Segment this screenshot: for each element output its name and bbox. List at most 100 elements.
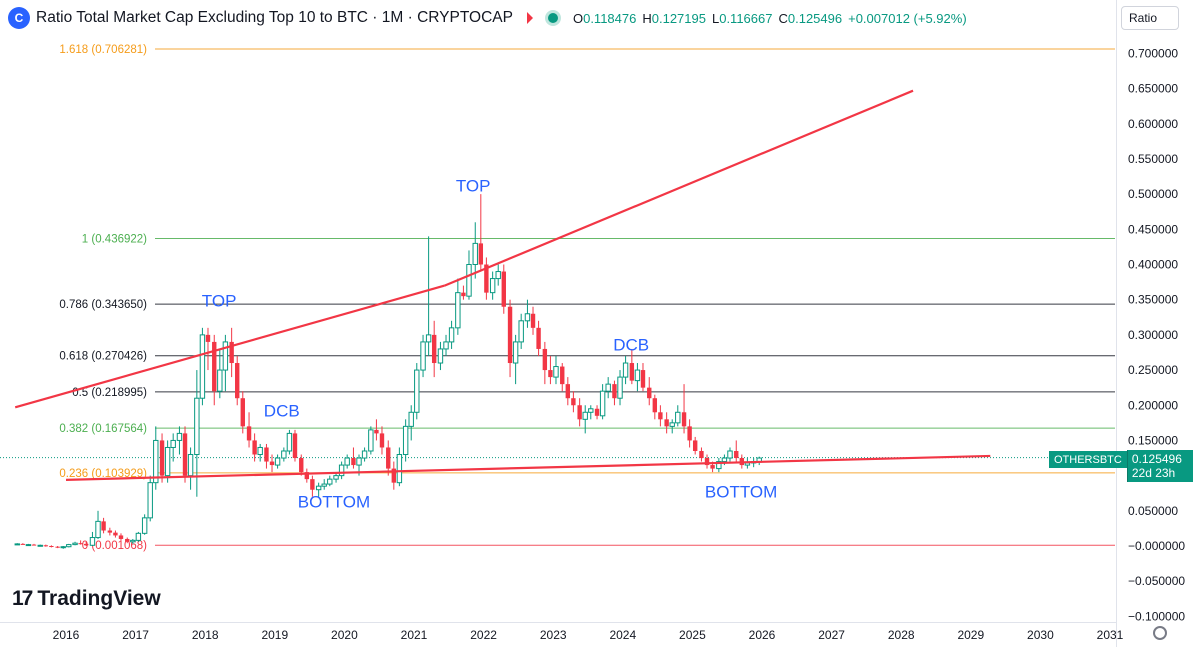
scale-mode-button[interactable]: Ratio — [1121, 6, 1179, 30]
candle-body — [379, 433, 385, 448]
candle-body — [669, 422, 675, 427]
candle-body — [212, 341, 217, 392]
candle-body — [599, 390, 606, 417]
candle-body — [466, 264, 472, 297]
candle-body — [147, 482, 153, 519]
candle-body — [420, 341, 426, 371]
candle-body — [205, 334, 211, 342]
price-tag-symbol: OTHERSBTC — [1049, 451, 1127, 468]
y-tick-label: 0.650000 — [1128, 82, 1178, 96]
x-tick-label: 2021 — [401, 628, 428, 642]
x-tick-label: 2020 — [331, 628, 358, 642]
candle-body — [687, 426, 692, 441]
candle-body — [72, 542, 78, 546]
y-tick-label: 0.050000 — [1128, 504, 1178, 518]
candle-body — [396, 454, 403, 484]
candle-body — [455, 292, 461, 329]
time-axis[interactable] — [0, 622, 1116, 648]
candle-body — [518, 320, 524, 343]
candle-body — [240, 398, 245, 427]
y-tick-label: −0.050000 — [1128, 574, 1185, 588]
tradingview-logo[interactable]: 17 TradingView — [12, 587, 161, 611]
candle-body — [484, 264, 489, 293]
ohlc-high: H0.127195 — [642, 10, 706, 26]
candle-body — [299, 458, 304, 473]
fib-level-label: 0 (0.001068) — [82, 540, 147, 552]
symbol-logo-icon[interactable]: C — [8, 7, 30, 29]
flag-icon[interactable] — [526, 12, 533, 24]
candle-body — [560, 366, 565, 385]
candle-body — [640, 370, 646, 388]
x-tick-label: 2024 — [609, 628, 636, 642]
trendline — [65, 454, 991, 481]
y-tick-label: 0.150000 — [1128, 433, 1178, 447]
candle-body — [257, 446, 263, 456]
candle-body — [125, 538, 130, 542]
candle-body — [60, 546, 66, 549]
candle-body — [281, 450, 287, 459]
candle-body — [113, 532, 118, 536]
candle-body — [612, 384, 617, 399]
price-axis[interactable] — [1116, 0, 1200, 647]
candle-body — [95, 520, 101, 539]
candle-body — [652, 398, 658, 413]
tradingview-wordmark: TradingView — [37, 587, 161, 610]
fib-level-label: 0.618 (0.270426) — [59, 351, 147, 363]
candle-body — [274, 457, 281, 466]
y-tick-label: −0.000000 — [1128, 539, 1185, 553]
ohlc-open: O0.118476 — [572, 10, 637, 26]
candle-body — [582, 411, 588, 420]
fib-level-label: 1 (0.436922) — [82, 234, 147, 246]
candle-body — [675, 411, 681, 424]
y-tick-label: 0.350000 — [1128, 293, 1178, 307]
candle-body — [118, 535, 124, 539]
chart-title[interactable]: Ratio Total Market Cap Excluding Top 10 … — [36, 9, 513, 26]
candle-body — [727, 450, 733, 459]
candle-body — [721, 457, 728, 463]
y-tick-label: 0.600000 — [1128, 117, 1178, 131]
y-tick-label: 0.250000 — [1128, 363, 1178, 377]
candle-body — [553, 366, 559, 378]
candle-body — [246, 426, 252, 441]
candle-body — [269, 461, 275, 466]
annotation-label: TOP — [456, 176, 491, 195]
fib-level-label: 0.786 (0.343650) — [59, 299, 147, 311]
candle-body — [402, 425, 409, 456]
candle-body — [107, 530, 113, 533]
candle-body — [478, 243, 484, 265]
candle-body — [338, 464, 345, 477]
candle-body — [512, 341, 519, 364]
candle-body — [286, 432, 293, 452]
candle-body — [83, 543, 89, 546]
candle-body — [78, 543, 83, 545]
candle-body — [507, 306, 513, 364]
candle-body — [141, 517, 148, 534]
candle-body — [217, 369, 223, 392]
candle-body — [716, 461, 722, 470]
y-tick-label: 0.700000 — [1128, 46, 1178, 60]
y-tick-label: 0.300000 — [1128, 328, 1178, 342]
candle-body — [472, 242, 478, 265]
x-tick-label: 2029 — [957, 628, 984, 642]
candle-body — [664, 419, 669, 427]
candle-body — [333, 475, 339, 480]
live-dot-icon — [544, 10, 561, 26]
candle-body — [356, 457, 362, 466]
candle-body — [361, 450, 368, 459]
candle-body — [658, 412, 663, 420]
candle-body — [577, 405, 582, 420]
candle-body — [594, 408, 600, 416]
annotation-label: BOTTOM — [298, 492, 370, 511]
settings-icon[interactable] — [1153, 626, 1167, 640]
price-tag-countdown: 22d 23h — [1131, 466, 1176, 480]
candle-body — [391, 468, 397, 483]
candle-body — [101, 521, 106, 531]
candle-body — [159, 440, 165, 476]
ohlc-close: C0.125496 — [778, 10, 843, 26]
candle-body — [692, 440, 698, 451]
x-tick-label: 2026 — [749, 628, 776, 642]
x-tick-label: 2023 — [540, 628, 567, 642]
candle-body — [495, 271, 501, 280]
candle-body — [501, 271, 506, 307]
